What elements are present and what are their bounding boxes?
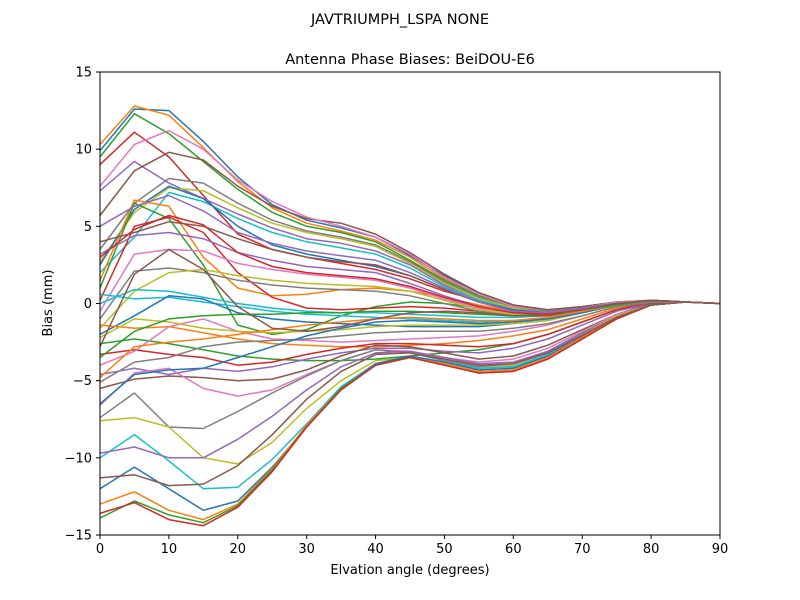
- series-line-s22: [99, 301, 721, 348]
- series-line-s34: [99, 301, 721, 527]
- series-line-s7: [99, 129, 721, 312]
- series-line-s24: [99, 301, 721, 366]
- y-tick-label: −10: [65, 451, 92, 466]
- plot-frame: [99, 71, 721, 536]
- series-line-s43: [99, 299, 721, 359]
- x-tick-label: 20: [230, 542, 247, 557]
- chart-title: Antenna Phase Biases: BeiDOU-E6: [285, 52, 535, 68]
- x-tick-label: 80: [643, 542, 660, 557]
- x-tick-label: 0: [96, 542, 104, 557]
- y-axis-label: Bias (mm): [41, 270, 56, 337]
- y-tick-label: −15: [65, 529, 92, 544]
- x-axis-label: Elvation angle (degrees): [330, 563, 489, 578]
- y-tick-label: 0: [84, 297, 92, 312]
- x-tick-label: 10: [161, 542, 178, 557]
- y-tick-label: 10: [75, 143, 92, 158]
- y-axis-ticks: −15 −10 −5 0 5 10 15: [65, 66, 100, 544]
- plot-lines: [99, 105, 721, 527]
- x-tick-label: 70: [574, 542, 591, 557]
- x-tick-label: 30: [298, 542, 315, 557]
- x-tick-label: 60: [505, 542, 522, 557]
- figure-suptitle: JAVTRIUMPH_LSPA NONE: [310, 12, 489, 28]
- series-line-s36: [99, 301, 721, 487]
- x-tick-label: 90: [712, 542, 729, 557]
- x-tick-label: 50: [436, 542, 453, 557]
- series-line-s38: [99, 301, 721, 383]
- series-line-s46: [99, 248, 721, 348]
- y-tick-label: 15: [75, 66, 92, 81]
- x-tick-label: 40: [367, 542, 384, 557]
- x-axis-ticks: 0 10 20 30 40 50 60 70 80 90: [96, 535, 728, 557]
- y-tick-label: −5: [73, 374, 92, 389]
- y-tick-label: 5: [84, 220, 92, 235]
